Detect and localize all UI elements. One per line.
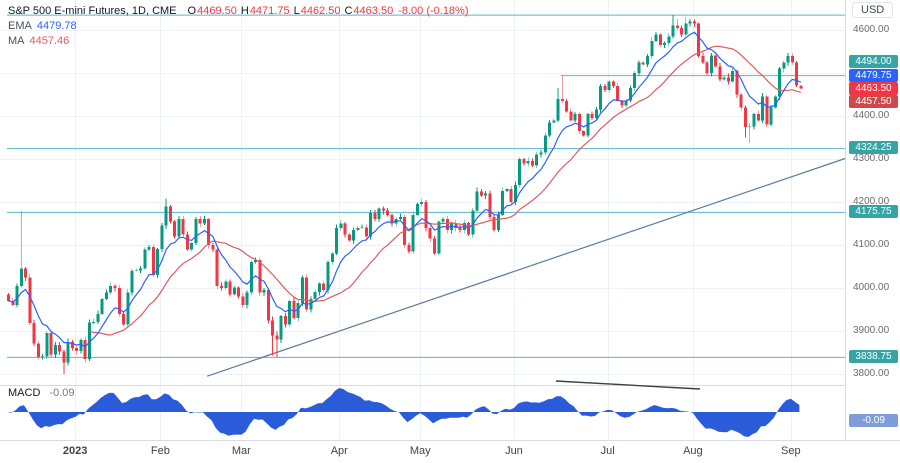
ema-price-badge: 4479.75 (849, 69, 898, 82)
symbol-legend-row[interactable]: S&P 500 E-mini Futures, 1D, CME O 4469.5… (8, 5, 469, 17)
change-value: -8.00 (-0.18%) (398, 5, 469, 17)
price-tick-label: 3900.00 (853, 325, 890, 336)
currency-selector[interactable]: USD (852, 2, 894, 18)
time-axis-label: Feb (150, 445, 170, 457)
main-chart[interactable] (0, 0, 845, 440)
open-label: O (187, 5, 197, 17)
close-value: 4463.50 (353, 5, 394, 17)
macd-divergence-line[interactable] (555, 380, 701, 390)
time-axis-label: Sep (781, 445, 801, 457)
macd-legend-row[interactable]: MACD -0.09 (8, 387, 75, 399)
level-price-badge: 3838.75 (849, 350, 898, 363)
ema-value: 4479.78 (36, 20, 77, 32)
ma-label: MA (8, 35, 25, 47)
macd-price-badge: -0.09 (849, 414, 898, 427)
high-label: H (240, 5, 249, 17)
ma-line (89, 45, 802, 336)
price-tick-label: 3800.00 (853, 368, 890, 379)
last-price-badge: 4463.50 (849, 82, 898, 95)
price-tick-label: 4100.00 (853, 239, 890, 250)
low-value: 4462.50 (300, 5, 341, 17)
time-axis-label: Jun (505, 445, 523, 457)
candles-layer (7, 15, 803, 374)
chart-legend: S&P 500 E-mini Futures, 1D, CME O 4469.5… (8, 5, 469, 47)
symbol-title[interactable]: S&P 500 E-mini Futures, 1D, CME (8, 5, 177, 17)
horizontal-level-lines[interactable] (7, 14, 845, 358)
price-scale[interactable]: USD 4600.00 4400.00 4300.00 4200.00 4100.00 4… (845, 0, 900, 440)
level-price-badge: 4175.75 (849, 205, 898, 218)
time-scale[interactable]: 2023 Feb Mar Apr May Jun Jul Aug Sep (0, 440, 900, 463)
price-tick-label: 4300.00 (853, 153, 890, 164)
level-price-badge: 4324.25 (849, 141, 898, 154)
macd-value: -0.09 (49, 387, 75, 399)
price-tick-label: 4400.00 (853, 110, 890, 121)
time-axis-label: Apr (330, 445, 348, 457)
ma-value: 4457.46 (29, 35, 70, 47)
high-value: 4471.75 (249, 5, 290, 17)
macd-label: MACD (8, 387, 41, 399)
time-axis-label: Jul (600, 445, 615, 457)
trendline[interactable] (207, 157, 845, 377)
macd-histogram-area (7, 388, 800, 437)
ema-legend-row[interactable]: EMA 4479.78 (8, 20, 469, 32)
time-axis-label: Aug (683, 445, 703, 457)
open-value: 4469.50 (197, 5, 237, 17)
time-axis-label: May (409, 445, 431, 457)
time-axis-label: 2023 (62, 445, 88, 457)
ema-label: EMA (8, 20, 32, 32)
level-price-badge: 4494.00 (849, 55, 898, 68)
price-tick-label: 4600.00 (853, 24, 890, 35)
price-tick-label: 4000.00 (853, 282, 890, 293)
ema-line (8, 31, 802, 348)
ma-legend-row[interactable]: MA 4457.46 (8, 35, 469, 47)
price-tick-label: 4200.00 (853, 196, 890, 207)
close-label: C (344, 5, 353, 17)
grid-layer (0, 0, 845, 440)
ma-price-badge: 4457.50 (849, 95, 898, 108)
low-label: L (293, 5, 300, 17)
time-axis-label: Mar (231, 445, 251, 457)
